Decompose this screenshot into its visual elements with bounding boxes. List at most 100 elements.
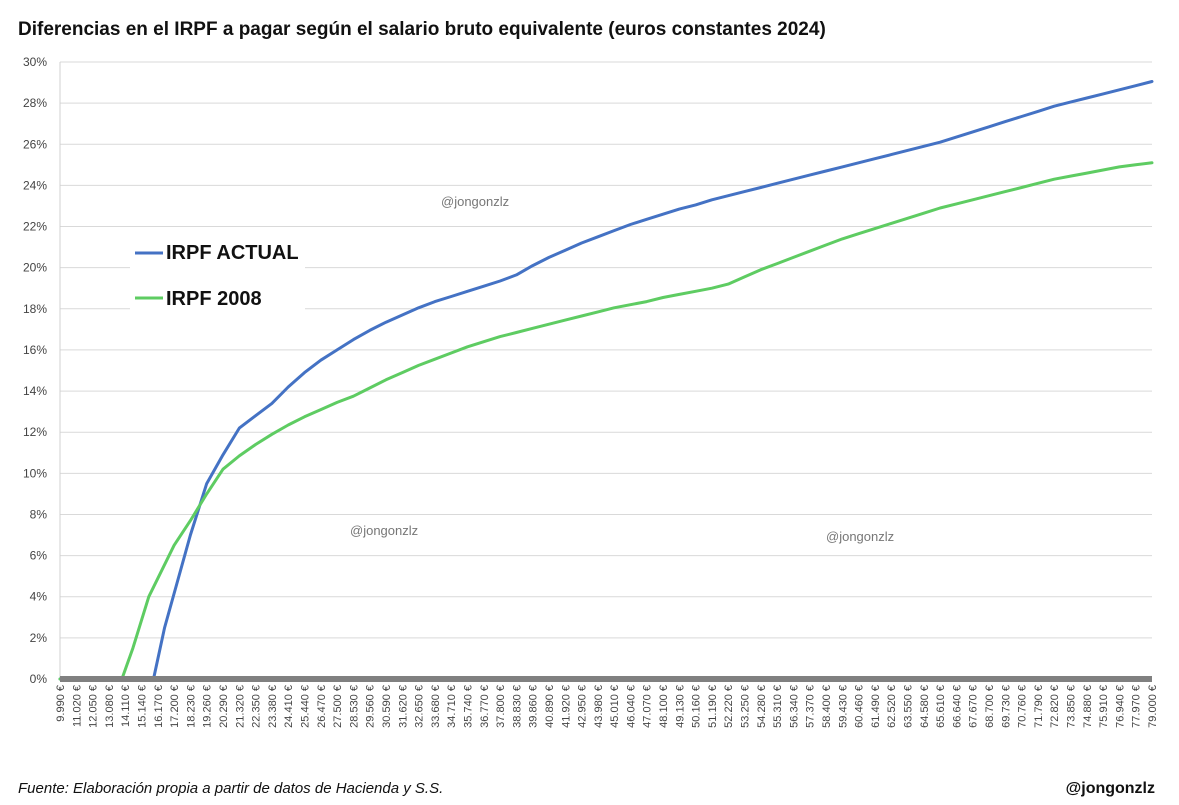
x-tick-label: 34.710 € <box>446 685 458 728</box>
y-tick-label: 14% <box>23 384 47 398</box>
x-tick-label: 52.220 € <box>723 685 735 728</box>
series-line-irpf-2008 <box>58 161 1154 681</box>
x-tick-label: 75.910 € <box>1098 685 1110 728</box>
x-tick-label: 49.130 € <box>674 685 686 728</box>
x-tick-label: 64.580 € <box>919 685 931 728</box>
x-tick-label: 56.340 € <box>788 685 800 728</box>
y-tick-label: 0% <box>30 672 48 686</box>
x-tick-label: 32.650 € <box>414 685 426 728</box>
x-tick-label: 62.520 € <box>886 685 898 728</box>
y-axis-ticks: 0% 2% 4% 6% 8% 10% 12% 14% 16% 18% 20% 22% 24% 26% 28%… <box>23 55 47 686</box>
legend-box <box>130 234 305 314</box>
y-tick-label: 28% <box>23 96 47 110</box>
x-tick-label: 20.290 € <box>218 685 230 728</box>
x-tick-label: 53.250 € <box>740 685 752 728</box>
y-tick-label: 10% <box>23 466 47 480</box>
watermark-right: @jongonzlz <box>826 529 894 544</box>
x-tick-label: 41.920 € <box>560 685 572 728</box>
x-tick-label: 48.100 € <box>658 685 670 728</box>
x-tick-label: 65.610 € <box>935 685 947 728</box>
x-tick-label: 13.080 € <box>104 685 116 728</box>
x-tick-label: 21.320 € <box>234 685 246 728</box>
x-tick-label: 28.530 € <box>348 685 360 728</box>
x-tick-label: 47.070 € <box>642 685 654 728</box>
author-handle: @jongonzlz <box>1066 780 1155 797</box>
x-tick-label: 69.730 € <box>1000 685 1012 728</box>
x-tick-label: 57.370 € <box>805 685 817 728</box>
watermark-top: @jongonzlz <box>441 194 509 209</box>
x-tick-label: 27.500 € <box>332 685 344 728</box>
x-tick-label: 30.590 € <box>381 685 393 728</box>
watermarks: @jongonzlz @jongonzlz @jongonzlz <box>350 194 894 544</box>
y-tick-label: 18% <box>23 302 47 316</box>
x-tick-label: 18.230 € <box>185 685 197 728</box>
x-tick-label: 25.440 € <box>299 685 311 728</box>
x-tick-label: 50.160 € <box>691 685 703 728</box>
x-tick-label: 9.990 € <box>55 685 67 722</box>
y-tick-label: 6% <box>30 549 48 563</box>
x-tick-label: 55.310 € <box>772 685 784 728</box>
x-tick-label: 43.980 € <box>593 685 605 728</box>
x-tick-label: 37.800 € <box>495 685 507 728</box>
y-tick-label: 4% <box>30 590 48 604</box>
x-tick-label: 16.170 € <box>153 685 165 728</box>
x-tick-label: 19.260 € <box>202 685 214 728</box>
x-tick-label: 24.410 € <box>283 685 295 728</box>
x-tick-label: 23.380 € <box>267 685 279 728</box>
x-tick-label: 29.560 € <box>365 685 377 728</box>
y-tick-label: 20% <box>23 261 47 275</box>
y-tick-label: 22% <box>23 220 47 234</box>
series-lines <box>58 80 1154 681</box>
gridlines <box>60 61 1152 639</box>
y-tick-label: 8% <box>30 507 48 521</box>
x-tick-label: 12.050 € <box>88 685 100 728</box>
legend: IRPF ACTUAL IRPF 2008 <box>130 234 305 314</box>
y-tick-label: 26% <box>23 137 47 151</box>
y-tick-label: 12% <box>23 425 47 439</box>
x-tick-label: 63.550 € <box>903 685 915 728</box>
x-tick-label: 40.890 € <box>544 685 556 728</box>
x-tick-label: 76.940 € <box>1114 685 1126 728</box>
source-note: Fuente: Elaboración propia a partir de d… <box>18 780 443 797</box>
x-tick-label: 77.970 € <box>1131 685 1143 728</box>
x-tick-label: 42.950 € <box>577 685 589 728</box>
x-tick-label: 68.700 € <box>984 685 996 728</box>
y-tick-label: 16% <box>23 343 47 357</box>
x-tick-label: 36.770 € <box>479 685 491 728</box>
watermark-left: @jongonzlz <box>350 523 418 538</box>
x-tick-label: 66.640 € <box>951 685 963 728</box>
x-tick-label: 31.620 € <box>397 685 409 728</box>
x-tick-label: 70.760 € <box>1017 685 1029 728</box>
x-tick-label: 17.200 € <box>169 685 181 728</box>
chart-title: Diferencias en el IRPF a pagar según el … <box>18 19 826 40</box>
y-tick-label: 24% <box>23 178 47 192</box>
x-tick-label: 14.110 € <box>120 685 132 727</box>
x-tick-label: 35.740 € <box>462 685 474 728</box>
x-tick-label: 45.010 € <box>609 685 621 728</box>
y-tick-label: 2% <box>30 631 48 645</box>
y-tick-label: 30% <box>23 55 47 69</box>
x-tick-label: 39.860 € <box>528 685 540 728</box>
x-tick-label: 26.470 € <box>316 685 328 728</box>
x-tick-label: 61.490 € <box>870 685 882 728</box>
x-tick-label: 72.820 € <box>1049 685 1061 728</box>
x-axis-baseline <box>60 676 1152 682</box>
x-tick-label: 46.040 € <box>625 685 637 728</box>
x-tick-label: 71.790 € <box>1033 685 1045 728</box>
x-tick-label: 59.430 € <box>837 685 849 728</box>
x-tick-label: 22.350 € <box>251 685 263 728</box>
x-tick-label: 58.400 € <box>821 685 833 728</box>
x-axis-ticks: 9.990 € 11.020 € 12.050 € 13.080 € 14.110 € 1… <box>55 685 1159 728</box>
x-tick-label: 74.880 € <box>1082 685 1094 728</box>
x-tick-label: 54.280 € <box>756 685 768 728</box>
x-tick-label: 15.140 € <box>136 685 148 728</box>
x-tick-label: 73.850 € <box>1066 685 1078 728</box>
x-tick-label: 67.670 € <box>968 685 980 728</box>
series-line-irpf-actual <box>58 80 1154 681</box>
x-tick-label: 79.000 € <box>1147 685 1159 728</box>
x-tick-label: 33.680 € <box>430 685 442 728</box>
legend-label-irpf-actual: IRPF ACTUAL <box>166 242 299 264</box>
x-tick-label: 11.020 € <box>71 685 83 727</box>
x-tick-label: 60.460 € <box>854 685 866 728</box>
